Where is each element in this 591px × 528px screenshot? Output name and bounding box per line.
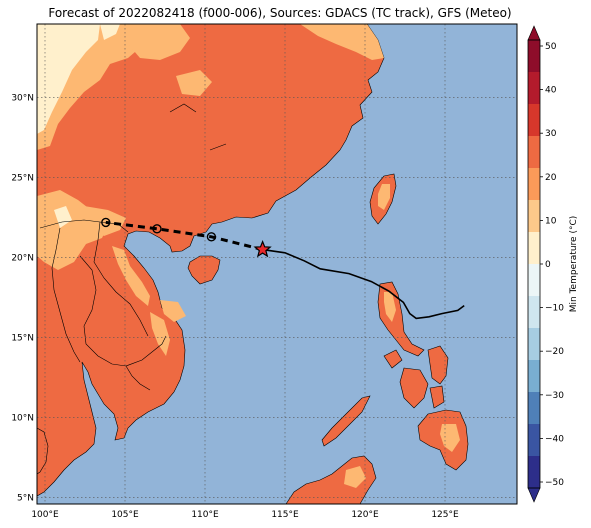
land-borneo-highland	[344, 466, 366, 488]
longitude-tick-label: 115°E	[271, 510, 299, 520]
longitude-tick-label: 120°E	[351, 510, 379, 520]
colorbar-tick-label: −40	[545, 434, 564, 444]
colorbar-tick-label: 30	[545, 129, 557, 139]
forecast-point-marker[interactable]	[101, 217, 111, 228]
colorbar-tick-label: 20	[545, 173, 557, 183]
land-cool-patch-2	[160, 300, 186, 322]
colorbar-segment	[528, 72, 540, 105]
colorbar-segment	[528, 328, 540, 361]
colorbar-tick-label: −50	[545, 478, 564, 488]
colorbar-segment	[528, 360, 540, 393]
map-frame	[36, 23, 518, 505]
colorbar-tick-label: −10	[545, 304, 564, 314]
colorbar-segment	[528, 168, 540, 201]
colorbar-tick-label: 0	[545, 260, 551, 270]
land-panay-negros	[399, 367, 429, 409]
land-hainan	[187, 255, 221, 285]
colorbar-segment	[528, 232, 540, 265]
longitude-tick-label: 110°E	[191, 510, 219, 520]
observed-tc-track	[262, 248, 465, 320]
latitude-tick-label: 25°N	[11, 174, 34, 184]
land-cebu-bohol	[429, 385, 445, 409]
colorbar-tick-label: −20	[545, 347, 564, 357]
land-palawan	[321, 395, 371, 447]
longitude-tick-label: 125°E	[431, 510, 459, 520]
latitude-tick-label: 30°N	[11, 94, 34, 104]
latitude-labels: 5°N 10°N 15°N 20°N 25°N 30°N	[11, 94, 34, 504]
colorbar-segment	[528, 296, 540, 329]
colorbar-segment	[528, 392, 540, 425]
map-area[interactable]	[37, 24, 517, 504]
colorbar-segment	[528, 200, 540, 233]
latitude-tick-label: 10°N	[11, 414, 34, 424]
figure-title: Forecast of 2022082418 (f000-006), Sourc…	[48, 6, 512, 20]
land-cold-patch-2	[54, 206, 72, 228]
land-sumatra	[37, 427, 49, 475]
latitude-tick-label: 20°N	[11, 254, 34, 264]
land-cool-highland-1	[84, 206, 126, 236]
land-cool-patch-1	[176, 70, 212, 96]
latitude-tick-label: 15°N	[11, 334, 34, 344]
colorbar-extend-bottom	[527, 487, 541, 503]
land-mainland	[37, 24, 385, 497]
colorbar-segment	[528, 424, 540, 457]
colorbar-segment	[528, 456, 540, 488]
forecast-point-marker[interactable]	[206, 232, 217, 242]
colorbar-extend-top	[527, 25, 541, 41]
colorbar-segment	[528, 136, 540, 169]
land-cool-north-coast	[125, 24, 190, 60]
latitude-tick-label: 5°N	[17, 494, 34, 504]
longitude-tick-label: 105°E	[111, 510, 139, 520]
forecast-tc-track	[105, 220, 263, 252]
land-cool-ridge	[150, 312, 170, 356]
forecast-point-marker[interactable]	[152, 224, 162, 234]
colorbar-segment	[528, 40, 540, 73]
land-samar-leyte	[427, 345, 449, 385]
land-cold-patch	[100, 24, 120, 40]
land-taiwan-highland	[378, 184, 390, 210]
colorbar-tick-label: 10	[545, 216, 557, 226]
longitude-tick-label: 100°E	[31, 510, 59, 520]
colorbar-label: Min Temperature (°C)	[569, 216, 579, 313]
land-luzon-highland	[384, 292, 396, 322]
colorbar-tick-label: −30	[545, 391, 564, 401]
gridlines	[37, 24, 517, 504]
forecast-points	[101, 217, 217, 242]
colorbar: 50 40 30 20 10 0 −10 −20 −30 −40 −50 Min Temperatu…	[527, 25, 579, 503]
longitude-labels: 100°E 105°E 110°E 115°E 120°E 125°E	[31, 510, 459, 520]
land-cool-annamite	[112, 246, 150, 306]
star-icon[interactable]	[253, 239, 272, 258]
land-cool-east	[300, 24, 384, 60]
land-mindoro	[383, 349, 403, 369]
colorbar-segment	[528, 264, 540, 297]
land-cold-tibet	[37, 24, 100, 134]
colorbar-segment	[528, 104, 540, 137]
colorbar-tick-label: 40	[545, 86, 557, 96]
colorbar-tick-label: 50	[545, 42, 557, 52]
